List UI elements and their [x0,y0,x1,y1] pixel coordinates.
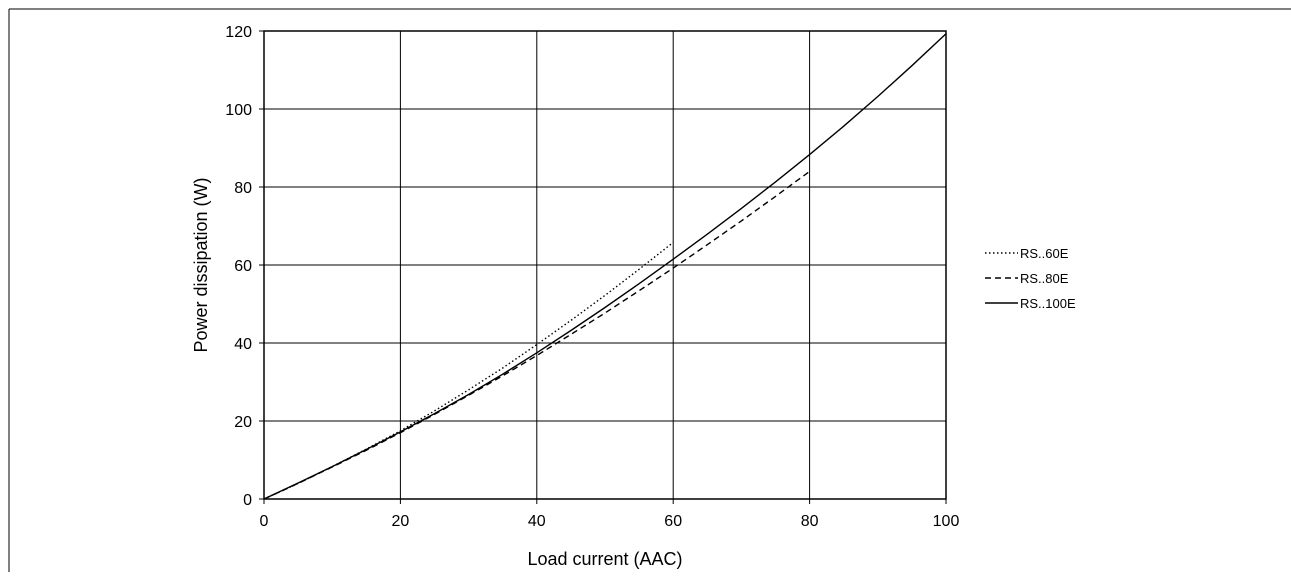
series-line [263,33,947,500]
legend-label: RS..80E [1020,271,1069,286]
legend-label: RS..100E [1020,296,1076,311]
y-tick-label: 0 [243,492,252,509]
y-tick-label: 60 [234,258,252,275]
x-tick-label: 60 [664,513,682,530]
series-layer [263,33,947,500]
legend: RS..60E RS..80E RS..100E [985,246,1076,311]
legend-label: RS..60E [1020,246,1069,261]
y-tick-label: 80 [234,180,252,197]
series-line [263,241,674,500]
x-tick-label: 40 [528,513,546,530]
y-tick-label: 20 [234,414,252,431]
grid-lines [263,30,947,500]
x-tick-label: 20 [392,513,410,530]
y-axis-label: Power dissipation (W) [191,177,211,352]
y-tick-label: 120 [225,24,252,41]
y-tick-label: 100 [225,102,252,119]
y-tick-label: 40 [234,336,252,353]
x-tick-label: 100 [933,513,960,530]
x-axis-ticks: 0 20 40 60 80 100 [260,499,960,530]
y-axis-ticks: 0 20 40 60 80 100 120 [225,24,264,509]
x-axis-label: Load current (AAC) [527,549,682,569]
x-tick-label: 80 [801,513,819,530]
x-tick-label: 0 [260,513,269,530]
